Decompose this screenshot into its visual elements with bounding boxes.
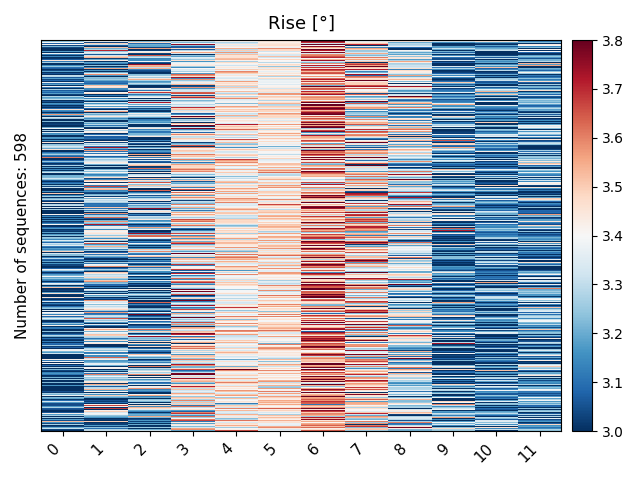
Y-axis label: Number of sequences: 598: Number of sequences: 598: [15, 132, 30, 339]
Title: Rise [°]: Rise [°]: [268, 15, 335, 33]
